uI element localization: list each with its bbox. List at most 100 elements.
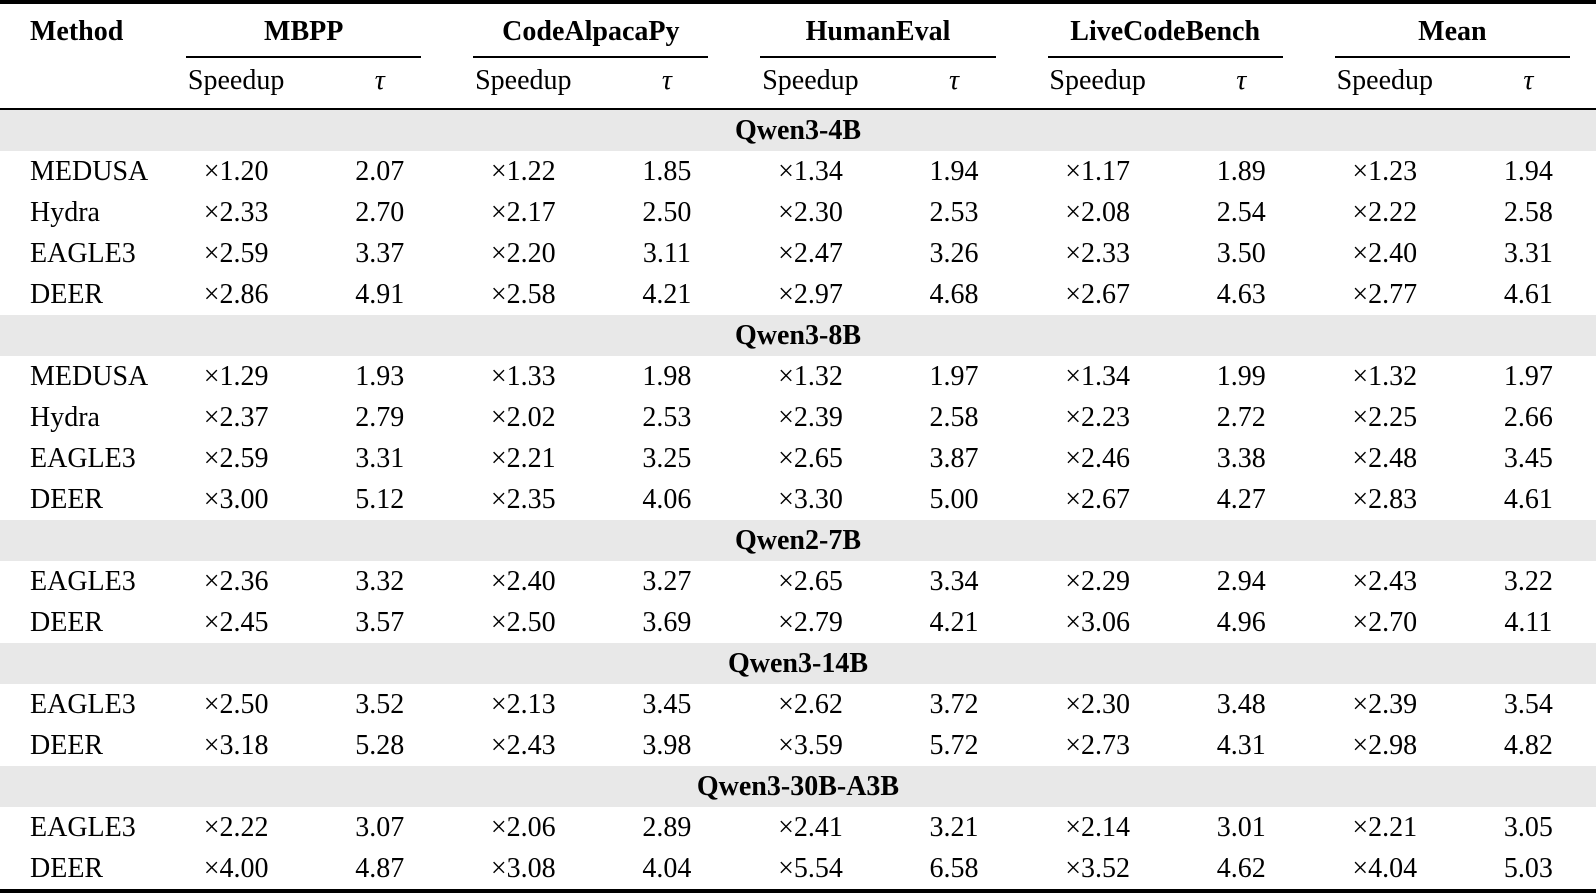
tau-value: 6.58	[929, 853, 979, 884]
tau-value: 3.07	[355, 812, 405, 843]
speedup-value: ×2.41	[778, 812, 843, 843]
speedup-value: ×2.37	[203, 402, 269, 433]
table-row: EAGLE3 ×2.50 3.52 ×2.13 3.45 ×2.62 3.72 ×2.30 3.…	[0, 684, 1596, 725]
tau-value: 2.53	[929, 197, 979, 228]
speedup-value: ×2.67	[1065, 484, 1131, 515]
tau-value: 3.26	[929, 238, 979, 269]
tau-value: 1.94	[929, 156, 979, 187]
tau-value: 2.66	[1503, 402, 1553, 433]
column-group-mbpp: MBPP	[160, 2, 447, 58]
tau-value: 3.98	[642, 730, 692, 761]
tau-value: 3.72	[929, 689, 979, 720]
tau-value: 4.82	[1503, 730, 1553, 761]
section-header-row: Qwen3-8B	[0, 315, 1596, 356]
tau-value: 3.11	[642, 238, 691, 269]
tau-value: 3.31	[355, 443, 405, 474]
section-model-label: Qwen3-30B-A3B	[0, 766, 1596, 807]
speedup-value: ×1.32	[1352, 361, 1418, 392]
tau-value: 4.91	[355, 279, 405, 310]
speedup-value: ×2.17	[490, 197, 556, 228]
header-sub-row: Speedup τ Speedup τ Speedup τ Speedup τ …	[0, 58, 1596, 110]
column-group-codealpacapy: CodeAlpacaPy	[447, 2, 734, 58]
tau-value: 3.54	[1503, 689, 1553, 720]
tau-value: 5.72	[929, 730, 979, 761]
subheader-tau-codealpacapy: τ	[599, 58, 735, 110]
speedup-value: ×3.52	[1065, 853, 1131, 884]
method-cell: DEER	[30, 730, 104, 761]
tau-value: 3.01	[1216, 812, 1266, 843]
section-model-label: Qwen3-8B	[0, 315, 1596, 356]
subheader-tau-livecodebench: τ	[1173, 58, 1309, 110]
speedup-value: ×2.14	[1065, 812, 1131, 843]
speedup-value: ×2.43	[1352, 566, 1418, 597]
section-header-row: Qwen3-14B	[0, 643, 1596, 684]
tau-value: 4.31	[1216, 730, 1266, 761]
tau-value: 2.53	[642, 402, 692, 433]
tau-value: 3.45	[1503, 443, 1553, 474]
tau-value: 2.72	[1216, 402, 1266, 433]
tau-value: 5.28	[355, 730, 405, 761]
tau-value: 2.50	[642, 197, 692, 228]
table-row: DEER ×3.00 5.12 ×2.35 4.06 ×3.30 5.00 ×2.67 4.27…	[0, 479, 1596, 520]
section-model-label: Qwen3-4B	[0, 109, 1596, 151]
speedup-value: ×2.22	[1352, 197, 1418, 228]
method-cell: DEER	[30, 279, 104, 310]
speedup-value: ×2.23	[1065, 402, 1131, 433]
table-row: Hydra ×2.33 2.70 ×2.17 2.50 ×2.30 2.53 ×2.08 2.5…	[0, 192, 1596, 233]
tau-value: 3.50	[1216, 238, 1266, 269]
group-label-mean: Mean	[1334, 12, 1570, 58]
section-model-label: Qwen2-7B	[0, 520, 1596, 561]
method-cell: MEDUSA	[30, 156, 149, 187]
column-group-livecodebench: LiveCodeBench	[1022, 2, 1309, 58]
table-row: MEDUSA ×1.29 1.93 ×1.33 1.98 ×1.32 1.97 ×1.34 1.…	[0, 356, 1596, 397]
speedup-value: ×2.08	[1065, 197, 1131, 228]
speedup-value: ×2.79	[778, 607, 843, 638]
group-label-humaneval: HumanEval	[760, 12, 996, 58]
tau-value: 3.05	[1503, 812, 1553, 843]
table-row: DEER ×2.86 4.91 ×2.58 4.21 ×2.97 4.68 ×2.67 4.63…	[0, 274, 1596, 315]
tau-value: 3.31	[1503, 238, 1553, 269]
speedup-value: ×2.46	[1065, 443, 1131, 474]
tau-value: 3.52	[355, 689, 405, 720]
speedup-value: ×2.48	[1352, 443, 1418, 474]
speedup-value: ×1.34	[778, 156, 843, 187]
speedup-value: ×2.83	[1352, 484, 1418, 515]
subheader-tau-humaneval: τ	[886, 58, 1022, 110]
speedup-value: ×2.33	[203, 197, 269, 228]
speedup-value: ×2.40	[490, 566, 556, 597]
tau-value: 4.87	[355, 853, 405, 884]
speedup-value: ×2.40	[1352, 238, 1418, 269]
tau-value: 1.99	[1216, 361, 1266, 392]
tau-value: 4.04	[642, 853, 692, 884]
table-row: DEER ×2.45 3.57 ×2.50 3.69 ×2.79 4.21 ×3.06 4.96…	[0, 602, 1596, 643]
tau-value: 4.11	[1504, 607, 1553, 638]
speedup-value: ×2.62	[778, 689, 843, 720]
speedup-value: ×1.22	[490, 156, 556, 187]
subheader-speedup-mbpp: Speedup	[160, 58, 313, 110]
tau-value: 3.57	[355, 607, 405, 638]
tau-value: 3.48	[1216, 689, 1266, 720]
tau-value: 4.27	[1216, 484, 1266, 515]
speedup-value: ×2.73	[1065, 730, 1131, 761]
tau-value: 3.69	[642, 607, 692, 638]
speedup-value: ×2.70	[1352, 607, 1418, 638]
speedup-value: ×2.50	[203, 689, 269, 720]
table-row: Hydra ×2.37 2.79 ×2.02 2.53 ×2.39 2.58 ×2.23 2.7…	[0, 397, 1596, 438]
subheader-speedup-livecodebench: Speedup	[1021, 58, 1174, 110]
table-row: DEER ×4.00 4.87 ×3.08 4.04 ×5.54 6.58 ×3.52 4.62…	[0, 848, 1596, 891]
table-body: Qwen3-4B MEDUSA ×1.20 2.07 ×1.22 1.85 ×1.34 1.9…	[0, 109, 1596, 891]
tau-value: 4.61	[1503, 279, 1553, 310]
speedup-value: ×1.33	[490, 361, 556, 392]
speedup-value: ×2.67	[1065, 279, 1131, 310]
method-cell: EAGLE3	[30, 689, 136, 720]
tau-value: 2.94	[1216, 566, 1266, 597]
subheader-speedup-mean: Speedup	[1308, 58, 1461, 110]
speedup-value: ×2.39	[778, 402, 843, 433]
speedup-value: ×2.59	[203, 238, 269, 269]
tau-value: 3.87	[929, 443, 979, 474]
subheader-speedup-humaneval: Speedup	[734, 58, 887, 110]
tau-value: 1.97	[929, 361, 979, 392]
speedup-value: ×2.33	[1065, 238, 1131, 269]
tau-value: 3.22	[1503, 566, 1553, 597]
group-label-livecodebench: LiveCodeBench	[1047, 12, 1283, 58]
